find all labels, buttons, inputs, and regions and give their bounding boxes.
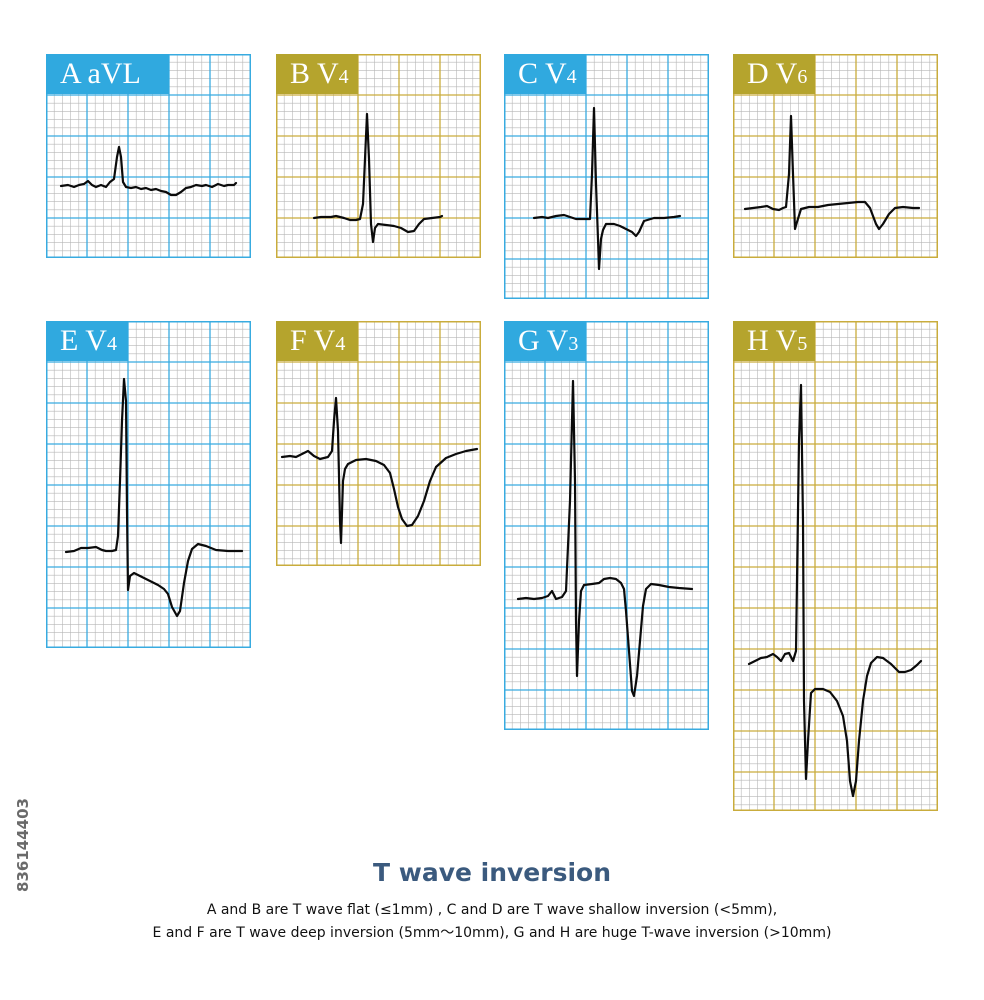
panel-label-a: A aVL — [46, 54, 169, 94]
ecg-panel-h: H V5 — [733, 321, 938, 811]
panel-e-letter: E — [60, 324, 79, 357]
panel-d-letter: D — [747, 57, 769, 90]
panel-label-c: C V4 — [504, 54, 586, 94]
grid-border — [276, 54, 481, 258]
panel-c-lead-sub: 4 — [566, 66, 577, 88]
panel-label-g: G V3 — [504, 321, 586, 361]
panel-label-e: E V4 — [46, 321, 128, 361]
ecg-panel-g: G V3 — [504, 321, 709, 730]
panel-h-lead-sub: 5 — [797, 333, 808, 355]
major-grid-lines — [733, 54, 938, 258]
ecg-trace — [280, 396, 479, 545]
panel-f-letter: F — [290, 324, 307, 357]
panel-label-h: H V5 — [733, 321, 815, 361]
grid-border — [276, 321, 481, 566]
ecg-trace — [747, 383, 923, 798]
panel-label-f: F V4 — [276, 321, 358, 361]
grid-border — [733, 321, 938, 811]
panel-a-letter: A — [60, 57, 81, 90]
grid-border — [733, 54, 938, 258]
grid-border — [46, 321, 251, 648]
major-grid-lines — [733, 321, 938, 811]
ecg-trace — [312, 112, 444, 244]
panel-a-lead-name: aVL — [87, 57, 141, 90]
ecg-panel-a: A aVL — [46, 54, 251, 258]
major-grid-lines — [276, 321, 481, 566]
ecg-panel-f: F V4 — [276, 321, 481, 566]
major-grid-lines — [46, 321, 251, 648]
ecg-trace — [59, 145, 238, 197]
panel-c-letter: C — [518, 57, 539, 90]
panel-h-lead-name: V — [775, 324, 798, 357]
ecg-grid-h — [733, 321, 938, 811]
grid-border — [504, 321, 709, 730]
ecg-grid-e — [46, 321, 251, 648]
major-grid-lines — [504, 54, 709, 299]
ecg-trace — [516, 379, 694, 698]
ecg-panel-d: D V6 — [733, 54, 938, 258]
panel-h-letter: H — [747, 324, 769, 357]
caption-line-2: E and F are T wave deep inversion (5mm～1… — [152, 925, 832, 941]
panel-g-letter: G — [518, 324, 540, 357]
major-grid-lines — [46, 54, 251, 258]
ecg-grid-g — [504, 321, 709, 730]
panel-d-lead-sub: 6 — [797, 66, 808, 88]
panel-d-lead-name: V — [775, 57, 798, 90]
panel-e-lead-name: V — [85, 324, 107, 357]
panel-f-lead-sub: 4 — [335, 333, 346, 355]
panel-g-lead-name: V — [546, 324, 569, 357]
ecg-trace — [532, 106, 682, 271]
ecg-trace — [64, 377, 244, 618]
ecg-panel-b: B V4 — [276, 54, 481, 258]
figure-title: T wave inversion — [372, 858, 612, 887]
panel-c-lead-name: V — [544, 57, 567, 90]
ecg-grid-c — [504, 54, 709, 299]
panel-b-letter: B — [290, 57, 311, 90]
panel-e-lead-sub: 4 — [106, 333, 117, 355]
panel-b-lead-sub: 4 — [338, 66, 349, 88]
grid-border — [504, 54, 709, 299]
ecg-grid-f — [276, 321, 481, 566]
panel-b-lead-name: V — [316, 57, 339, 90]
panel-g-lead-sub: 3 — [568, 333, 579, 355]
panel-label-b: B V4 — [276, 54, 358, 94]
ecg-panel-c: C V4 — [504, 54, 709, 299]
caption-line-1: A and B are T wave flat (≤1mm) , C and D… — [206, 902, 778, 918]
major-grid-lines — [276, 54, 481, 258]
ecg-panel-e: E V4 — [46, 321, 251, 648]
panel-label-d: D V6 — [733, 54, 815, 94]
ecg-trace — [743, 114, 921, 231]
panel-f-lead-name: V — [313, 324, 336, 357]
major-grid-lines — [504, 321, 709, 730]
